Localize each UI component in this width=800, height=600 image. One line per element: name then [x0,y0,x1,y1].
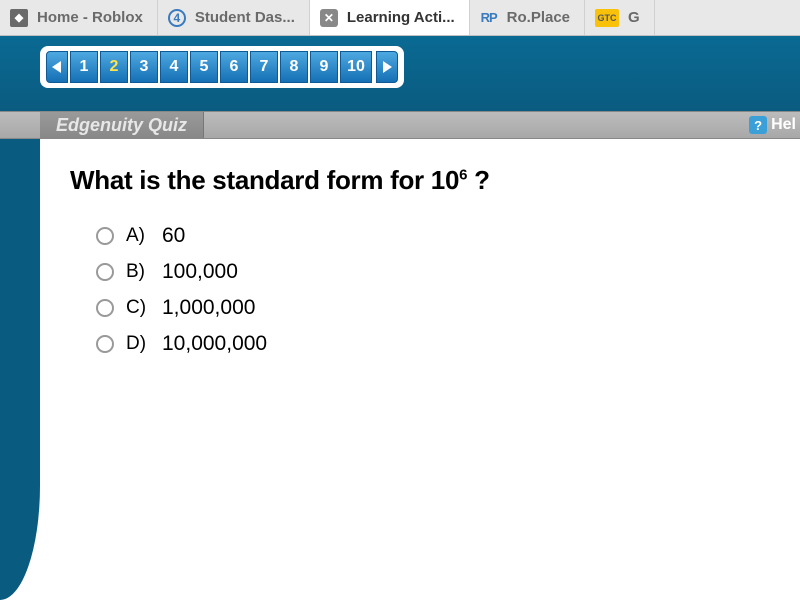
browser-tab-0[interactable]: ◆ Home - Roblox [0,0,158,35]
tab-label: Ro.Place [507,9,570,26]
radio-button[interactable] [96,227,114,245]
browser-tab-3[interactable]: RP Ro.Place [470,0,585,35]
quiz-nav-bar: 12345678910 [0,36,800,111]
tab-label: G [628,9,640,26]
dash-icon: 4 [168,9,186,27]
pager-question-6[interactable]: 6 [220,51,248,83]
radio-button[interactable] [96,299,114,317]
quiz-title: Edgenuity Quiz [40,112,204,138]
radio-button[interactable] [96,263,114,281]
tab-label: Student Das... [195,9,295,26]
browser-tab-1[interactable]: 4 Student Das... [158,0,310,35]
option-text: 10,000,000 [162,332,267,356]
answer-options: A) 60 B) 100,000 C) 1,000,000 D) 10,000,000 [70,224,780,356]
pager-question-5[interactable]: 5 [190,51,218,83]
pager-question-9[interactable]: 9 [310,51,338,83]
question-pager: 12345678910 [40,46,404,88]
option-text: 1,000,000 [162,296,255,320]
left-curve-decoration [0,139,40,600]
pager-question-2[interactable]: 2 [100,51,128,83]
answer-option-d[interactable]: D) 10,000,000 [96,332,780,356]
pager-question-10[interactable]: 10 [340,51,372,83]
pager-question-8[interactable]: 8 [280,51,308,83]
help-button[interactable]: ? Hel [749,116,800,134]
close-icon: ✕ [320,9,338,27]
pager-next-button[interactable] [376,51,398,83]
option-text: 100,000 [162,260,238,284]
answer-option-c[interactable]: C) 1,000,000 [96,296,780,320]
option-text: 60 [162,224,185,248]
option-letter: D) [126,333,150,355]
browser-tabs: ◆ Home - Roblox 4 Student Das... ✕ Learning A… [0,0,800,36]
tab-label: Home - Roblox [37,9,143,26]
answer-option-b[interactable]: B) 100,000 [96,260,780,284]
option-letter: A) [126,225,150,247]
answer-option-a[interactable]: A) 60 [96,224,780,248]
question-text: What is the standard form for 106 ? [70,165,780,196]
quiz-header-bar: Edgenuity Quiz ? Hel [0,111,800,139]
browser-tab-4[interactable]: GTC G [585,0,655,35]
pager-question-3[interactable]: 3 [130,51,158,83]
browser-tab-2[interactable]: ✕ Learning Acti... [310,0,470,35]
pager-prev-button[interactable] [46,51,68,83]
help-icon: ? [749,116,767,134]
radio-button[interactable] [96,335,114,353]
roblox-icon: ◆ [10,9,28,27]
gtc-icon: GTC [595,9,619,27]
help-label: Hel [771,116,796,134]
pager-question-7[interactable]: 7 [250,51,278,83]
quiz-content: What is the standard form for 106 ? A) 60… [0,139,800,600]
tab-label: Learning Acti... [347,9,455,26]
option-letter: C) [126,297,150,319]
quiz-body: What is the standard form for 106 ? A) 60… [40,139,800,600]
option-letter: B) [126,261,150,283]
rp-icon: RP [480,9,498,27]
pager-question-1[interactable]: 1 [70,51,98,83]
pager-question-4[interactable]: 4 [160,51,188,83]
